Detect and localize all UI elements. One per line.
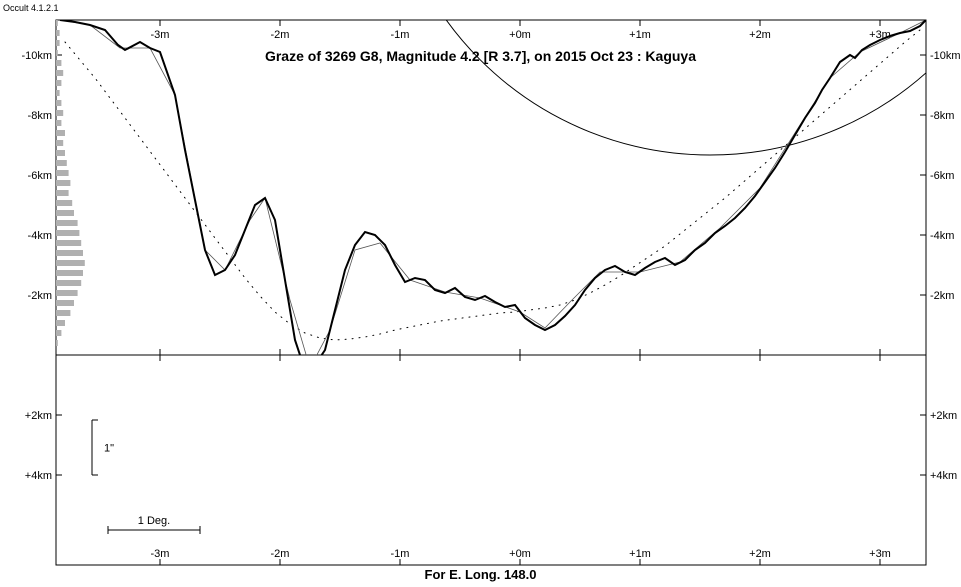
svg-text:+2km: +2km bbox=[930, 410, 957, 422]
svg-text:-1m: -1m bbox=[391, 548, 410, 560]
svg-text:-2km: -2km bbox=[930, 290, 954, 302]
svg-text:-2m: -2m bbox=[271, 548, 290, 560]
svg-text:-10km: -10km bbox=[930, 50, 961, 62]
svg-text:-4km: -4km bbox=[28, 230, 52, 242]
svg-text:+1m: +1m bbox=[629, 548, 651, 560]
svg-text:-8km: -8km bbox=[28, 110, 52, 122]
footer-label: For E. Long. 148.0 bbox=[0, 567, 961, 582]
svg-text:1 Deg.: 1 Deg. bbox=[138, 515, 170, 527]
svg-text:+2m: +2m bbox=[749, 29, 771, 41]
svg-text:+2km: +2km bbox=[25, 410, 52, 422]
svg-text:-3m: -3m bbox=[151, 548, 170, 560]
svg-text:+4km: +4km bbox=[930, 470, 957, 482]
svg-text:+4km: +4km bbox=[25, 470, 52, 482]
svg-text:-2m: -2m bbox=[271, 29, 290, 41]
svg-text:-10km: -10km bbox=[21, 50, 52, 62]
svg-text:-4km: -4km bbox=[930, 230, 954, 242]
svg-text:-2km: -2km bbox=[28, 290, 52, 302]
svg-text:-8km: -8km bbox=[930, 110, 954, 122]
svg-text:+2m: +2m bbox=[749, 548, 771, 560]
chart-svg: -3m -3m -2m -2m -1m -1m +0m +0m +1m +1m +2m +2m +3m +… bbox=[0, 0, 961, 587]
svg-text:+3m: +3m bbox=[869, 548, 891, 560]
svg-text:-1m: -1m bbox=[391, 29, 410, 41]
svg-text:-3m: -3m bbox=[151, 29, 170, 41]
svg-text:+0m: +0m bbox=[509, 548, 531, 560]
svg-text:+0m: +0m bbox=[509, 29, 531, 41]
svg-text:+1m: +1m bbox=[629, 29, 651, 41]
svg-text:-6km: -6km bbox=[930, 170, 954, 182]
svg-text:1": 1" bbox=[104, 443, 114, 455]
svg-text:-6km: -6km bbox=[28, 170, 52, 182]
